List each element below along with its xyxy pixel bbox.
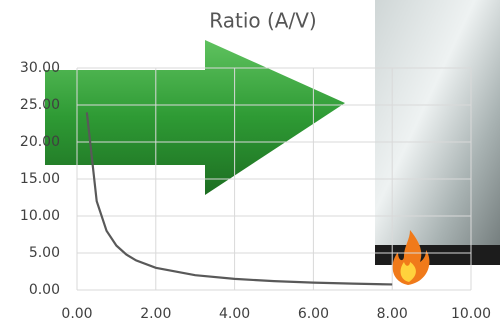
y-tick-label: 0.00: [29, 282, 60, 298]
y-tick-label: 10.00: [20, 208, 60, 224]
photo: [375, 0, 500, 265]
x-tick-label: 2.00: [140, 306, 171, 322]
chart-title: Ratio (A/V): [209, 9, 316, 33]
decoration: [45, 0, 500, 285]
y-tick-label: 5.00: [29, 245, 60, 261]
x-tick-label: 8.00: [377, 306, 408, 322]
data-line: [85, 112, 393, 286]
x-tick-label: 0.00: [61, 306, 92, 322]
y-tick-label: 20.00: [20, 134, 60, 150]
arrow: [45, 40, 345, 195]
x-tick-label: 6.00: [298, 306, 329, 322]
x-tick-label: 4.00: [219, 306, 250, 322]
y-tick-label: 25.00: [20, 97, 60, 113]
fire-icon: [392, 230, 430, 285]
y-tick-label: 30.00: [20, 60, 60, 76]
y-tick-label: 15.00: [20, 171, 60, 187]
x-tick-label: 10.00: [451, 306, 491, 322]
